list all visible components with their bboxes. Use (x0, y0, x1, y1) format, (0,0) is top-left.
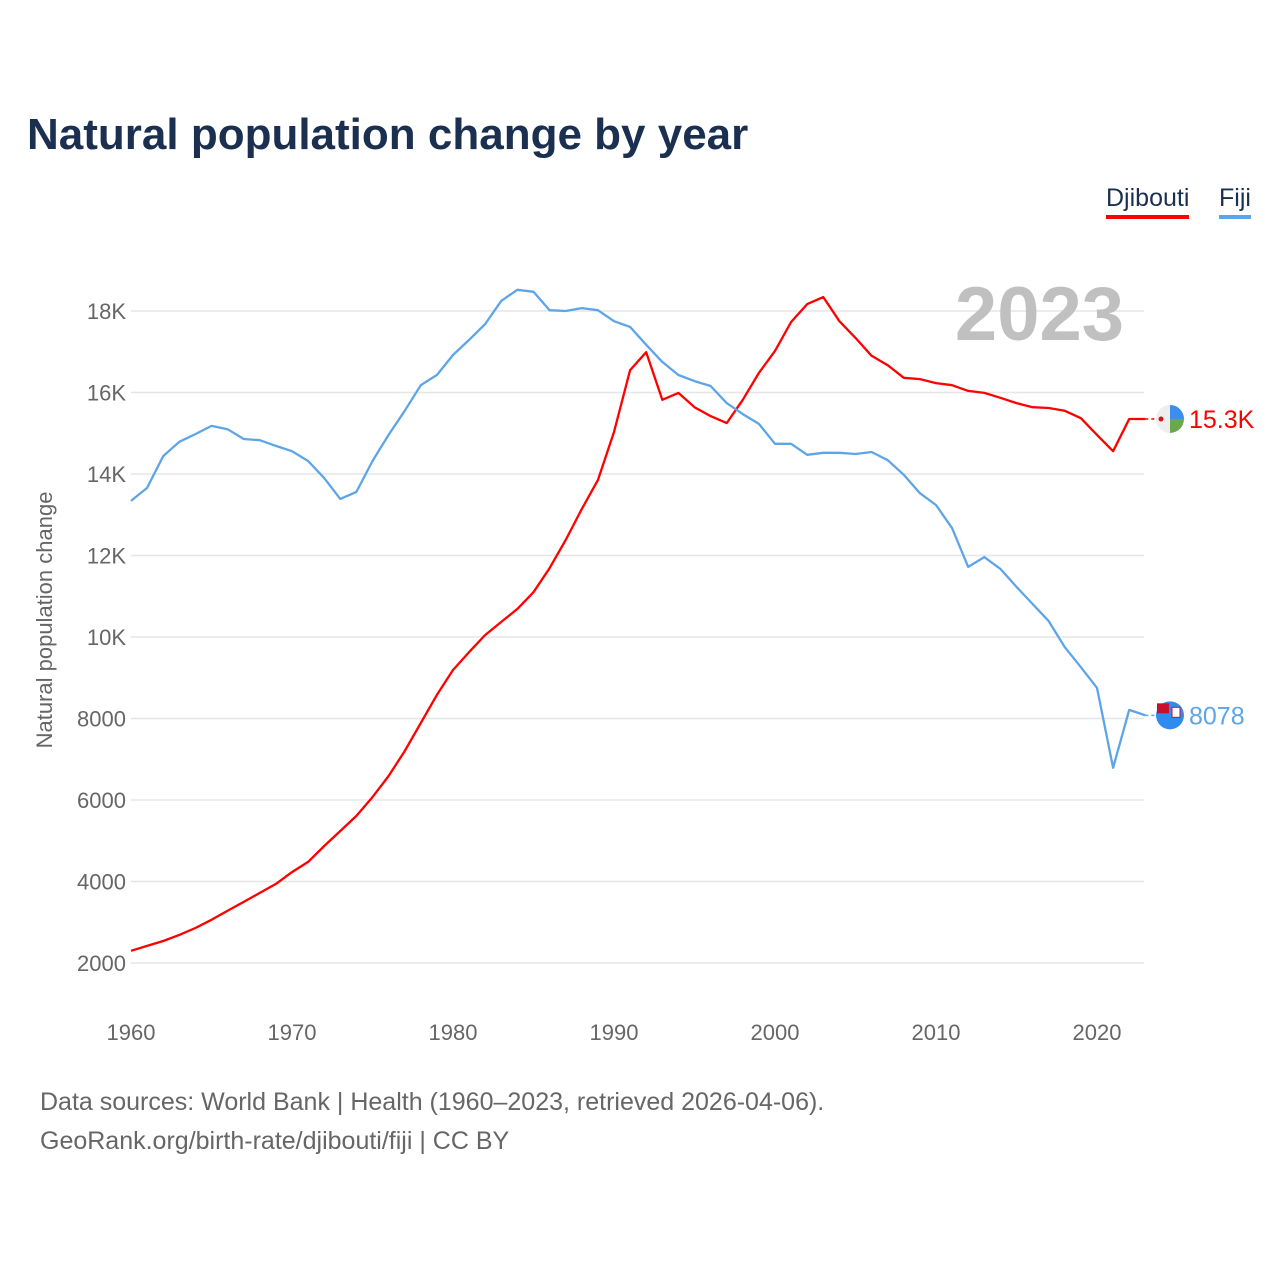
end-value-label: 8078 (1189, 702, 1245, 730)
x-tick-label: 2000 (751, 1020, 800, 1045)
x-tick-label: 1990 (590, 1020, 639, 1045)
y-tick-label: 14K (87, 462, 126, 487)
flag-icon-djibouti (1156, 404, 1184, 433)
x-tick-label: 1980 (429, 1020, 478, 1045)
legend-item-djibouti[interactable]: Djibouti (1106, 184, 1190, 219)
year-watermark: 2023 (955, 272, 1124, 357)
y-tick-label: 12K (87, 544, 126, 569)
series-line-djibouti[interactable] (130, 295, 1146, 952)
footer-sources: Data sources: World Bank | Health (1960–… (40, 1088, 825, 1116)
y-tick-label: 6000 (77, 788, 126, 813)
flag-icon-fiji (1156, 701, 1184, 730)
footer-credit[interactable]: GeoRank.org/birth-rate/djibouti/fiji | C… (40, 1127, 510, 1155)
end-value-label: 15.3K (1189, 406, 1255, 434)
y-tick-label: 4000 (77, 870, 126, 895)
y-tick-label: 10K (87, 625, 126, 650)
x-tick-label: 2020 (1073, 1020, 1122, 1045)
y-tick-label: 16K (87, 381, 126, 406)
x-tick-label: 1970 (268, 1020, 317, 1045)
y-tick-label: 8000 (77, 707, 126, 732)
legend-item-fiji[interactable]: Fiji (1219, 184, 1251, 219)
chart-title: Natural population change by year (27, 110, 749, 159)
y-tick-label: 18K (87, 299, 126, 324)
series-line-fiji[interactable] (130, 288, 1146, 769)
y-tick-label: 2000 (77, 951, 126, 976)
y-axis-label: Natural population change (32, 492, 57, 749)
x-tick-label: 2010 (912, 1020, 961, 1045)
x-tick-label: 1960 (107, 1020, 156, 1045)
